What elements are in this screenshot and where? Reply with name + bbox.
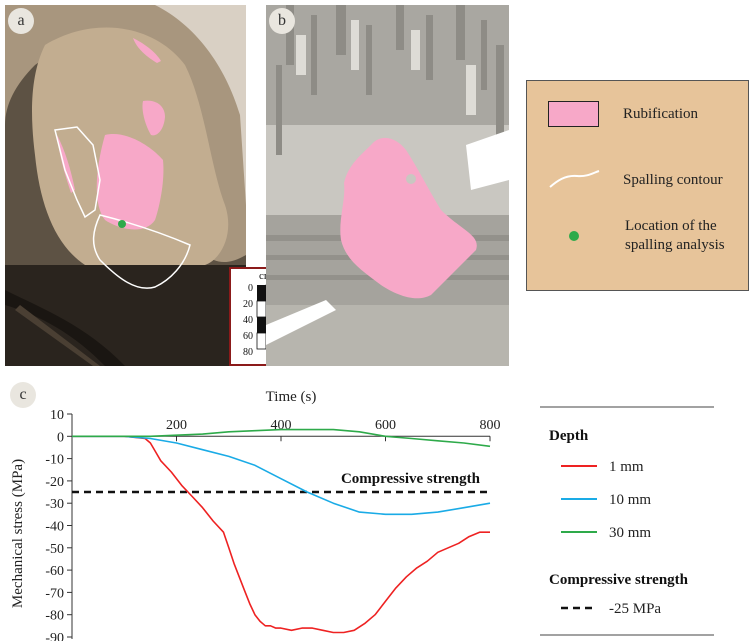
- threshold-label: Compressive strength: [341, 471, 481, 487]
- series-legend: 1 mm 10 mm 30 mm: [561, 459, 651, 541]
- x-tick-label: 600: [375, 418, 396, 433]
- y-tick-label: -10: [45, 453, 64, 468]
- rubification-area-upper: [142, 100, 165, 136]
- y-tick-label: -70: [45, 586, 64, 601]
- y-tick-label: -30: [45, 497, 64, 512]
- rubification-model-area: [340, 137, 477, 299]
- series-line-10-mm: [72, 435, 491, 516]
- cave-photo: [5, 5, 246, 366]
- y-tick-label: 10: [50, 408, 64, 423]
- panel-b-model: b: [266, 5, 509, 366]
- chart-marks: [72, 428, 491, 634]
- panel-a-letter: a: [8, 8, 34, 34]
- panel-a-photo: a: [5, 5, 246, 366]
- spalling-analysis-location: [118, 220, 126, 228]
- chart-axes: 10 0 -10 -20 -30 -40 -50 -60 -70 -80 -90 200 400 600 8…: [45, 408, 500, 641]
- y-tick-label: -80: [45, 609, 64, 624]
- panel-c-letter: c: [10, 382, 36, 408]
- series-line-30-mm: [72, 428, 491, 448]
- scale-tick: 20: [243, 299, 253, 310]
- depth-legend-title: Depth: [549, 428, 589, 444]
- y-tick-label: -60: [45, 564, 64, 579]
- legend-series-label: 30 mm: [609, 525, 651, 541]
- spalling-contour-left: [54, 126, 101, 219]
- spalling-contour-icon: [549, 170, 600, 188]
- x-tick-label: 800: [480, 418, 501, 433]
- legend-label-spalling-contour: Spalling contour: [623, 172, 723, 188]
- x-axis-title: Time (s): [266, 389, 317, 405]
- legend-label-spalling-location: Location of the spalling analysis: [625, 218, 725, 253]
- scale-tick: 40: [243, 315, 253, 326]
- x-tick-label: 200: [166, 418, 187, 433]
- rubification-area-top: [133, 38, 161, 63]
- legend-label-rubification: Rubification: [623, 106, 698, 122]
- y-tick-label: 0: [57, 430, 64, 445]
- panel-b-letter: b: [269, 8, 295, 34]
- scale-tick: 0: [248, 283, 253, 294]
- threshold-legend-label: -25 MPa: [609, 601, 661, 617]
- y-tick-label: -50: [45, 542, 64, 557]
- y-tick-label: -20: [45, 475, 64, 490]
- scale-tick: 80: [243, 347, 253, 358]
- y-axis-title: Mechanical stress (MPa): [10, 459, 26, 608]
- legend-series-label: 1 mm: [609, 459, 644, 475]
- legend-series-label: 10 mm: [609, 492, 651, 508]
- series-line-1-mm: [72, 435, 490, 634]
- voxel-model: [266, 5, 509, 366]
- map-legend: Rubification Spalling contour Location o…: [526, 80, 749, 291]
- x-tick-label: 400: [271, 418, 292, 433]
- spalling-location-dot-icon: [569, 231, 579, 241]
- threshold-legend-title: Compressive strength: [549, 572, 689, 588]
- scale-tick: 60: [243, 331, 253, 342]
- rubification-swatch: [548, 101, 599, 127]
- y-tick-label: -40: [45, 520, 64, 535]
- rubification-area-main: [96, 134, 164, 230]
- rubification-area-left: [57, 135, 75, 193]
- y-tick-label: -90: [45, 631, 64, 641]
- stress-chart: Time (s) Mechanical stress (MPa) 10 0 -10 -…: [10, 389, 714, 641]
- spalling-contour-lower: [92, 214, 191, 289]
